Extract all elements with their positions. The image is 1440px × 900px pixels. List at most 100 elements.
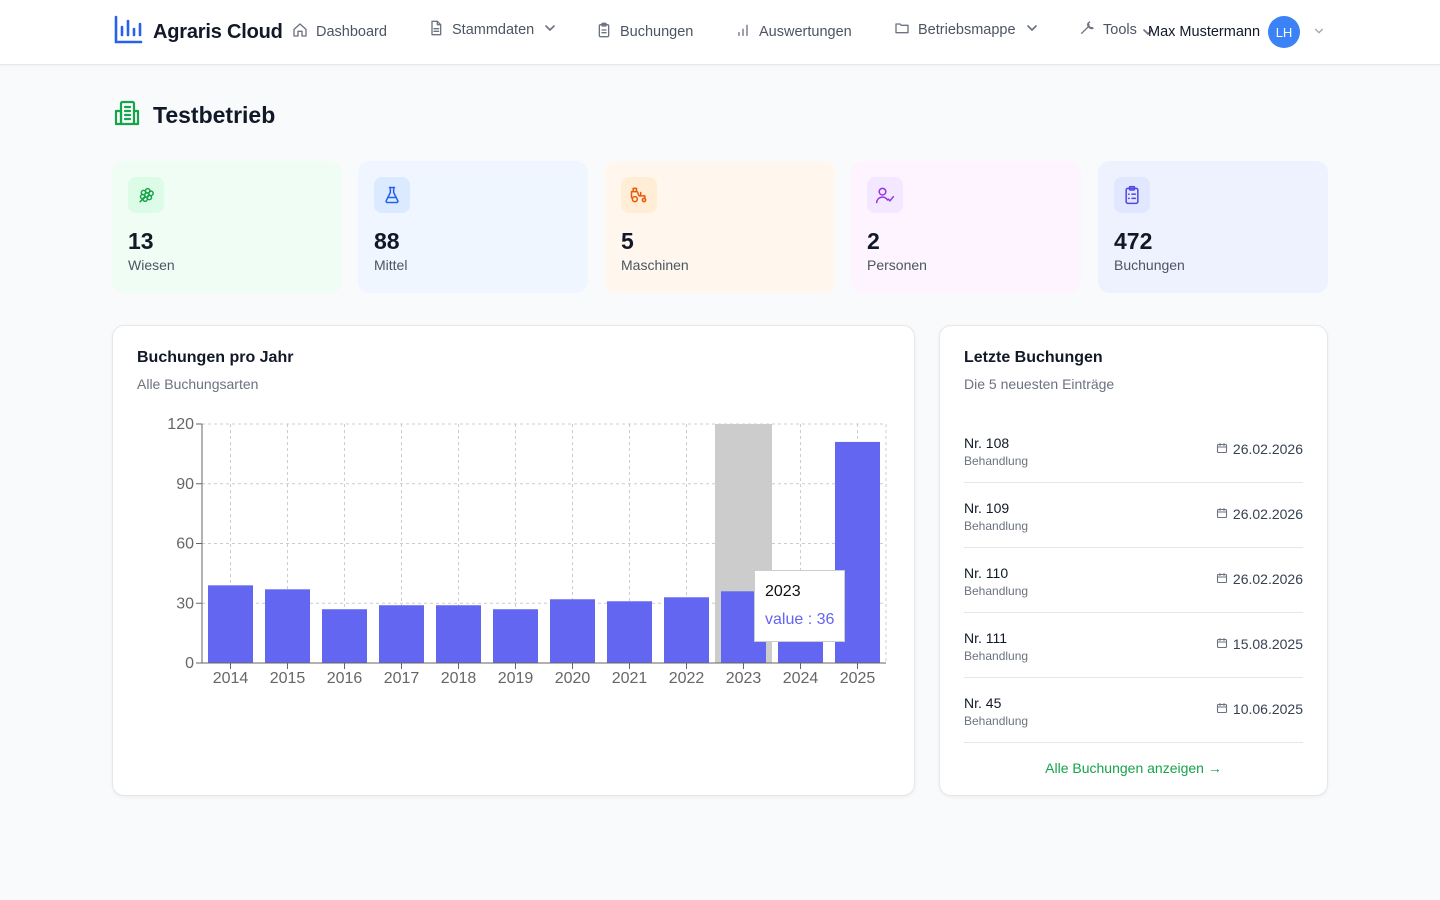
- chevron-down-icon: [1314, 23, 1324, 41]
- home-icon: [292, 22, 308, 42]
- nav-stammdaten[interactable]: Stammdaten: [428, 0, 556, 62]
- stat-card-personen[interactable]: 2 Personen: [851, 161, 1081, 293]
- recent-subtitle: Die 5 neuesten Einträge: [964, 376, 1115, 392]
- user-menu[interactable]: Max Mustermann LH: [1148, 16, 1324, 48]
- nav-auswertungen-label: Auswertungen: [759, 24, 852, 40]
- y-axis-tick-label: 60: [176, 536, 194, 553]
- booking-date-text: 15.08.2025: [1232, 636, 1303, 652]
- flask-icon: [374, 177, 410, 213]
- booking-date: 26.02.2026: [1216, 506, 1303, 522]
- stat-value: 2: [867, 228, 880, 254]
- x-axis-tick-label: 2014: [213, 670, 249, 687]
- stat-card-maschinen[interactable]: 5 Maschinen: [605, 161, 835, 293]
- booking-type: Behandlung: [964, 714, 1029, 728]
- top-navigation-bar: Agraris Cloud Dashboard Stammdaten Buchu…: [0, 0, 1440, 65]
- nav-dashboard[interactable]: Dashboard: [292, 0, 387, 64]
- stat-value: 13: [128, 228, 154, 254]
- booking-date: 26.02.2026: [1216, 441, 1303, 457]
- clipboard-list-icon: [1114, 177, 1150, 213]
- booking-number: Nr. 109: [964, 500, 1010, 516]
- chart-bar: [550, 599, 595, 663]
- chart-bar: [664, 597, 709, 663]
- x-axis-tick-label: 2021: [612, 670, 648, 687]
- tractor-icon: [621, 177, 657, 213]
- booking-date: 10.06.2025: [1216, 701, 1303, 717]
- chart-bar: [607, 601, 652, 663]
- folder-icon: [894, 20, 910, 40]
- booking-type: Behandlung: [964, 649, 1029, 663]
- bar-chart-logo-icon: [113, 15, 143, 50]
- booking-row[interactable]: Nr. 109 Behandlung 26.02.2026: [964, 483, 1303, 548]
- x-axis-tick-label: 2016: [327, 670, 363, 687]
- nav-buchungen[interactable]: Buchungen: [596, 0, 693, 64]
- booking-row[interactable]: Nr. 108 Behandlung 26.02.2026: [964, 418, 1303, 483]
- clipboard-icon: [596, 22, 612, 42]
- booking-type: Behandlung: [964, 584, 1029, 598]
- stat-value: 88: [374, 228, 400, 254]
- bar-chart: 0 30 60 90 120 2014 2015 2016 2017 2018 2019 2020 20…: [167, 416, 887, 687]
- booking-number: Nr. 45: [964, 695, 1002, 711]
- booking-row[interactable]: Nr. 111 Behandlung 15.08.2025: [964, 613, 1303, 678]
- page-title-row: Testbetrieb: [113, 99, 275, 132]
- x-axis-tick-label: 2015: [270, 670, 306, 687]
- booking-date: 15.08.2025: [1216, 636, 1303, 652]
- x-axis-tick-label: 2024: [783, 670, 819, 687]
- chart-bar: [265, 589, 310, 663]
- booking-number: Nr. 108: [964, 435, 1010, 451]
- recent-bookings-card: Letzte Buchungen Die 5 neuesten Einträge…: [939, 325, 1328, 796]
- booking-list: Nr. 108 Behandlung 26.02.2026 Nr. 109 Be…: [964, 418, 1303, 743]
- booking-type: Behandlung: [964, 519, 1029, 533]
- y-axis-tick-label: 90: [176, 476, 194, 493]
- user-name: Max Mustermann: [1148, 24, 1261, 40]
- booking-number: Nr. 111: [964, 630, 1008, 646]
- chevron-down-icon: [1142, 25, 1154, 43]
- booking-row[interactable]: Nr. 45 Behandlung 10.06.2025: [964, 678, 1303, 743]
- booking-date: 26.02.2026: [1216, 571, 1303, 587]
- grapes-icon: [128, 177, 164, 213]
- nav-betriebsmappe[interactable]: Betriebsmappe: [894, 0, 1038, 62]
- stat-label: Personen: [867, 257, 927, 273]
- x-axis-tick-label: 2019: [498, 670, 534, 687]
- stat-label: Buchungen: [1114, 257, 1185, 273]
- booking-date-text: 10.06.2025: [1232, 701, 1303, 717]
- booking-row[interactable]: Nr. 110 Behandlung 26.02.2026: [964, 548, 1303, 613]
- nav-stammdaten-label: Stammdaten: [452, 22, 535, 38]
- chevron-down-icon: [1026, 22, 1038, 38]
- brand-logo-link[interactable]: Agraris Cloud: [113, 15, 283, 50]
- stat-card-buchungen[interactable]: 472 Buchungen: [1098, 161, 1328, 293]
- nav-tools[interactable]: Tools: [1079, 0, 1137, 62]
- booking-date-text: 26.02.2026: [1232, 506, 1303, 522]
- stat-value: 472: [1114, 228, 1153, 254]
- all-bookings-link[interactable]: Alle Buchungen anzeigen →: [1045, 760, 1222, 776]
- document-icon: [428, 20, 444, 40]
- stat-card-mittel[interactable]: 88 Mittel: [358, 161, 588, 293]
- nav-tools-label: Tools: [1103, 22, 1137, 38]
- chevron-down-icon: [544, 22, 556, 38]
- x-axis-tick-label: 2020: [555, 670, 591, 687]
- x-axis-tick-label: 2025: [840, 670, 876, 687]
- y-axis-tick-label: 120: [167, 416, 194, 433]
- avatar[interactable]: LH: [1268, 16, 1301, 48]
- page-title: Testbetrieb: [153, 102, 276, 128]
- chart-card: Buchungen pro Jahr Alle Buchungsarten 0 3…: [112, 325, 915, 796]
- tooltip-value: value : 36: [765, 611, 835, 628]
- nav-buchungen-label: Buchungen: [620, 24, 694, 40]
- booking-date-text: 26.02.2026: [1232, 441, 1303, 457]
- nav-betriebsmappe-label: Betriebsmappe: [918, 22, 1016, 38]
- nav-auswertungen[interactable]: Auswertungen: [735, 0, 852, 64]
- calendar-icon: [1216, 441, 1228, 457]
- chart-bar: [208, 585, 253, 663]
- stat-value: 5: [621, 228, 634, 254]
- stat-card-wiesen[interactable]: 13 Wiesen: [112, 161, 342, 293]
- user-check-icon: [867, 177, 903, 213]
- wrench-icon: [1079, 20, 1095, 40]
- calendar-icon: [1216, 571, 1228, 587]
- recent-title: Letzte Buchungen: [964, 349, 1103, 366]
- chart-tooltip: 2023 value : 36: [754, 570, 846, 642]
- chart-bar: [436, 605, 481, 663]
- building-icon: [113, 99, 141, 132]
- x-axis-tick-label: 2018: [441, 670, 477, 687]
- chart-title: Buchungen pro Jahr: [137, 349, 294, 366]
- stat-label: Mittel: [374, 257, 408, 273]
- tooltip-label: 2023: [765, 583, 801, 600]
